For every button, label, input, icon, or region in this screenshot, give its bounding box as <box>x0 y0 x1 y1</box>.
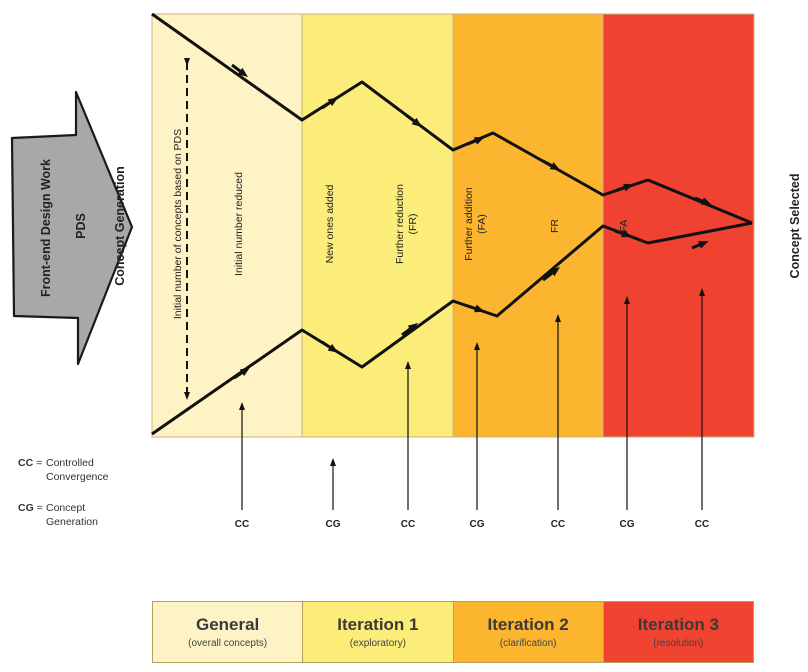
phase-iteration-3-title: Iteration 3 <box>637 615 719 634</box>
phase-iteration-2-title: Iteration 2 <box>487 615 569 634</box>
zone-borders <box>151 13 755 438</box>
phase-general-title: General <box>195 615 260 634</box>
phase-iteration-2: Iteration 2 (clarification) <box>453 602 604 662</box>
phase-iteration-1: Iteration 1 (exploratory) <box>303 602 454 662</box>
legend-cg-eq: = <box>36 502 43 514</box>
legend-cg: CG = Concept Generation <box>18 501 98 529</box>
phase-iteration-2-subtitle: (clarification) <box>499 638 557 649</box>
legend-cg-line2: Generation <box>46 516 98 528</box>
label-new-added: New ones added <box>324 184 336 263</box>
label-further-reduction-abbr: (FR) <box>407 214 419 235</box>
marker-7: CC <box>695 519 709 530</box>
marker-3: CC <box>401 519 415 530</box>
marker-pointers <box>239 288 705 510</box>
legend-cg-key: CG <box>18 502 34 514</box>
zone-iteration-2 <box>453 14 603 437</box>
phase-iteration-3-subtitle: (resolution) <box>653 638 704 649</box>
marker-1: CC <box>235 519 249 530</box>
zone-general <box>152 14 302 437</box>
label-fr: FR <box>549 219 561 233</box>
legend-cg-line1: Concept <box>46 502 86 514</box>
marker-6: CG <box>620 519 635 530</box>
phase-iteration-3: Iteration 3 (resolution) <box>603 602 753 662</box>
phase-iteration-1-title: Iteration 1 <box>337 615 419 634</box>
label-initial-concepts: Initial number of concepts based on PDS <box>172 129 184 319</box>
legend-cc-key: CC <box>18 457 34 469</box>
legend-cc-line1: Controlled <box>46 457 94 469</box>
label-further-reduction: Further reduction <box>394 184 406 264</box>
marker-2: CG <box>326 519 341 530</box>
concept-selected-label: Concept Selected <box>788 174 802 279</box>
pds-label: PDS <box>74 213 88 239</box>
label-further-addition: Further addition <box>463 187 475 261</box>
envelope-arrowheads <box>231 63 712 380</box>
front-end-label: Front-end Design Work <box>39 159 53 297</box>
concept-generation-label: Concept Generation <box>113 166 127 285</box>
zone-iteration-3 <box>603 14 754 437</box>
label-further-addition-abbr: (FA) <box>476 214 488 234</box>
phase-iteration-1-subtitle: (exploratory) <box>349 638 406 649</box>
zone-iteration-1 <box>302 14 453 437</box>
legend-cc-line2: Convergence <box>46 471 109 483</box>
marker-4: CG <box>470 519 485 530</box>
label-fa: FA <box>618 220 630 233</box>
phase-general-subtitle: (overall concepts) <box>188 638 268 649</box>
label-initial-reduced: Initial number reduced <box>233 172 245 276</box>
legend-cc-eq: = <box>36 457 43 469</box>
legend-cc: CC = Controlled Convergence <box>18 456 108 484</box>
marker-5: CC <box>551 519 565 530</box>
phase-bar: General (overall concepts) Iteration 1 (… <box>152 601 754 663</box>
phase-general: General (overall concepts) <box>153 602 304 662</box>
front-end-arrow <box>10 90 134 366</box>
